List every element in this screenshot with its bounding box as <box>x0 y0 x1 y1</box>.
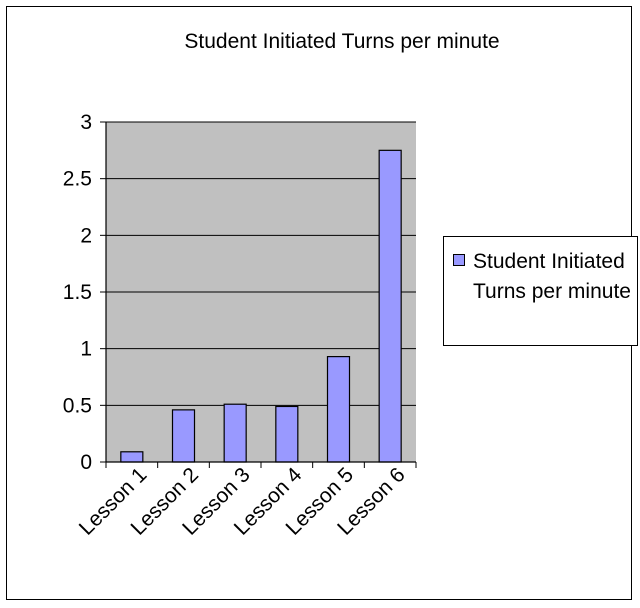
y-tick-label: 0 <box>80 451 92 474</box>
bar-lesson-5 <box>326 356 351 463</box>
legend: Student Initiated Turns per minute <box>443 236 638 346</box>
y-tick-label: 1.5 <box>63 281 92 304</box>
bar-lesson-3 <box>223 403 247 463</box>
legend-swatch <box>453 254 465 266</box>
axes <box>100 121 417 468</box>
gridlines <box>106 121 416 406</box>
y-tick-label: 3 <box>80 111 92 134</box>
y-tick-label: 2 <box>80 224 92 247</box>
y-tick-label: 0.5 <box>63 394 92 417</box>
bar-lesson-6 <box>378 149 402 463</box>
bar-lesson-4 <box>275 405 299 463</box>
bars <box>120 149 402 463</box>
chart-title: Student Initiated Turns per minute <box>184 30 500 53</box>
y-tick-label: 1 <box>80 338 92 361</box>
bar-lesson-2 <box>171 409 196 463</box>
y-tick-labels: 0 0.5 1 1.5 2 2.5 3 <box>63 111 92 474</box>
y-tick-label: 2.5 <box>63 168 92 191</box>
legend-label: Student Initiated Turns per minute <box>473 250 631 303</box>
bar-lesson-1 <box>120 451 144 463</box>
